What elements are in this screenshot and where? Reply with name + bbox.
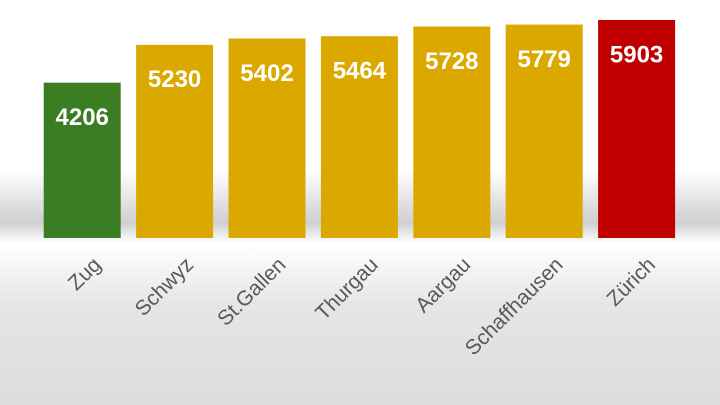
value-label: 5903 [610,41,663,68]
value-label: 5464 [333,58,387,85]
bar [505,24,583,239]
bar [43,82,121,239]
value-label: 5728 [425,48,478,75]
value-label: 4206 [56,104,109,131]
bar [413,26,491,239]
value-label: 5230 [148,66,201,93]
bar [136,44,214,238]
bar [228,38,306,238]
bar [320,36,398,238]
value-label: 5779 [518,46,571,73]
bar [598,20,676,238]
value-label: 5402 [240,60,293,87]
